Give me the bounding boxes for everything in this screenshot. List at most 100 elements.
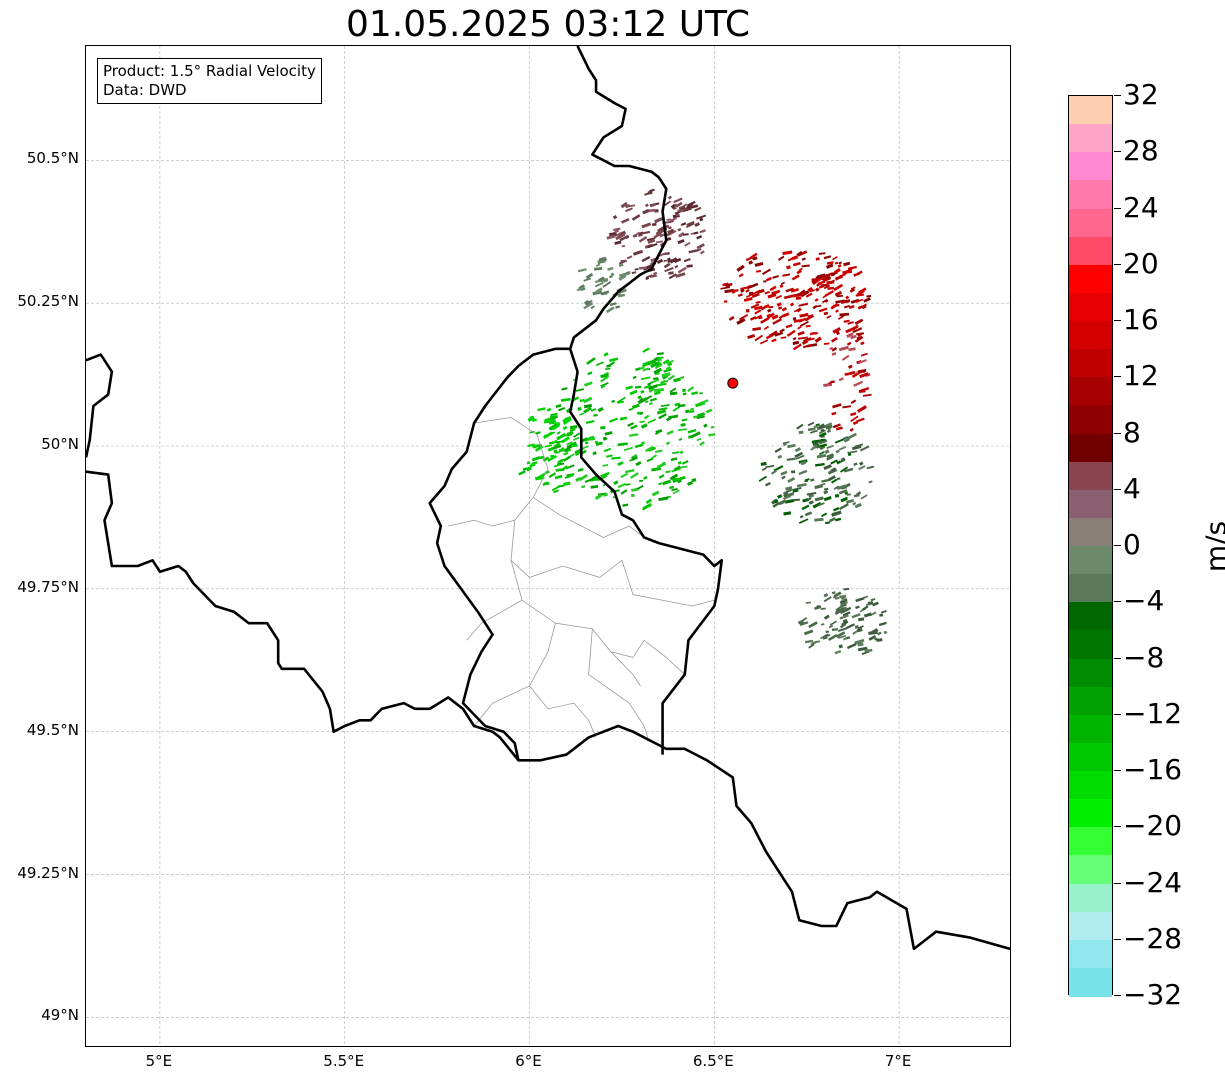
colorbar-tick-label: 20 bbox=[1123, 246, 1159, 280]
echo-pixel bbox=[595, 287, 603, 294]
colorbar-tick-label: −24 bbox=[1123, 865, 1183, 899]
echo-pixel bbox=[870, 598, 876, 602]
echo-pixel bbox=[666, 429, 674, 436]
echo-pixel bbox=[618, 274, 627, 281]
echo-pixel bbox=[658, 407, 668, 411]
echo-pixel bbox=[554, 474, 563, 480]
echo-pixel bbox=[566, 444, 572, 449]
echo-pixel bbox=[797, 330, 805, 336]
echo-pixel bbox=[838, 484, 846, 489]
echo-pixel bbox=[662, 358, 670, 365]
echo-pixel bbox=[670, 457, 678, 462]
echo-pixel bbox=[814, 484, 823, 490]
echo-pixel bbox=[843, 261, 851, 267]
echo-pixel bbox=[736, 318, 746, 325]
echo-pixel bbox=[669, 391, 678, 396]
echo-pixel bbox=[750, 316, 757, 321]
colorbar-unit-label: m/s bbox=[1199, 520, 1225, 573]
echo-pixel bbox=[823, 311, 829, 316]
echo-pixel bbox=[603, 447, 612, 453]
echo-pixel bbox=[527, 443, 535, 448]
echo-pixel bbox=[832, 507, 840, 512]
echo-pixel bbox=[682, 388, 686, 393]
colorbar-band bbox=[1069, 96, 1112, 125]
echo-pixel bbox=[795, 296, 802, 300]
echo-pixel bbox=[607, 266, 614, 271]
colorbar-band bbox=[1069, 236, 1112, 266]
echo-pixel bbox=[680, 422, 686, 427]
echo-pixel bbox=[840, 299, 851, 305]
echo-pixel bbox=[602, 464, 609, 467]
echo-pixel bbox=[845, 499, 855, 504]
echo-pixel bbox=[796, 251, 803, 257]
echo-pixel bbox=[648, 384, 658, 390]
echo-region-approaching-southwest bbox=[518, 407, 578, 494]
echo-pixel bbox=[694, 206, 702, 212]
echo-pixel bbox=[584, 441, 589, 445]
echo-pixel bbox=[631, 271, 637, 274]
colorbar-band bbox=[1069, 433, 1112, 463]
echo-pixel bbox=[818, 443, 828, 449]
echo-pixel bbox=[585, 272, 594, 280]
echo-pixel bbox=[857, 617, 865, 622]
echo-pixel bbox=[736, 264, 745, 272]
echo-pixel bbox=[667, 195, 672, 200]
echo-pixel bbox=[664, 200, 672, 207]
echo-pixel bbox=[755, 301, 761, 304]
longitude-label: 5.5°E bbox=[323, 1052, 365, 1070]
echo-pixel bbox=[803, 629, 814, 636]
echo-pixel bbox=[672, 451, 680, 454]
echo-pixel bbox=[552, 423, 561, 431]
echo-pixel bbox=[543, 419, 554, 424]
echo-pixel bbox=[637, 395, 642, 400]
echo-pixel bbox=[792, 317, 797, 321]
echo-pixel bbox=[677, 461, 682, 465]
echo-pixel bbox=[656, 409, 667, 415]
echo-pixel bbox=[553, 489, 559, 494]
echo-pixel bbox=[646, 237, 656, 241]
echo-pixel bbox=[634, 444, 642, 449]
echo-pixel bbox=[636, 411, 641, 415]
echo-pixel bbox=[685, 409, 690, 414]
colorbar-tick bbox=[1114, 995, 1121, 996]
echo-pixel bbox=[818, 423, 826, 430]
echo-pixel bbox=[673, 257, 682, 264]
echo-pixel bbox=[799, 621, 809, 626]
echo-pixel bbox=[798, 430, 804, 435]
echo-pixel bbox=[809, 289, 816, 293]
echo-pixel bbox=[668, 271, 674, 275]
echo-pixel bbox=[834, 261, 839, 265]
echo-pixel bbox=[825, 521, 831, 525]
national-border bbox=[86, 353, 114, 458]
echo-pixel bbox=[771, 338, 777, 343]
colorbar-tick-label: 4 bbox=[1123, 471, 1141, 505]
echo-pixel bbox=[807, 421, 815, 427]
echo-pixel bbox=[600, 384, 606, 389]
echo-pixel bbox=[722, 282, 729, 287]
echo-pixel bbox=[577, 268, 587, 273]
echo-pixel bbox=[680, 222, 687, 227]
colorbar-band bbox=[1069, 714, 1112, 744]
echo-pixel bbox=[553, 449, 558, 454]
echo-pixel bbox=[787, 477, 796, 483]
colorbar-tick bbox=[1114, 95, 1121, 96]
echo-pixel bbox=[600, 375, 609, 383]
echo-pixel bbox=[649, 397, 657, 402]
echo-pixel bbox=[825, 424, 833, 430]
echo-pixel bbox=[531, 456, 540, 462]
echo-pixel bbox=[770, 469, 777, 475]
echo-pixel bbox=[593, 414, 598, 417]
echo-pixel bbox=[832, 403, 842, 409]
echo-pixel bbox=[860, 341, 865, 346]
colorbar-band bbox=[1069, 461, 1112, 491]
echo-pixel bbox=[650, 378, 660, 384]
echo-pixel bbox=[839, 614, 849, 620]
echo-pixel bbox=[853, 493, 860, 498]
echo-pixel bbox=[625, 483, 631, 486]
echo-pixel bbox=[664, 267, 674, 273]
echo-pixel bbox=[678, 203, 688, 210]
echo-pixel bbox=[848, 347, 856, 352]
echo-pixel bbox=[826, 261, 834, 265]
echo-pixel bbox=[653, 377, 659, 380]
echo-pixel bbox=[779, 328, 785, 333]
